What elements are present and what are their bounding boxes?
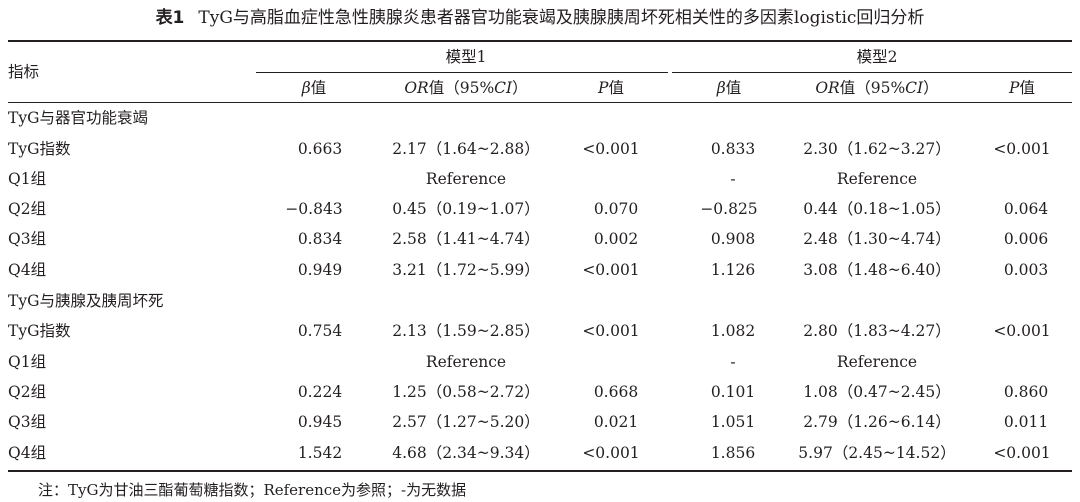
cell-p-m2: <0.001 xyxy=(993,444,1051,462)
cell-beta-m1: 1.542 xyxy=(297,444,343,462)
header-model2: 模型2 xyxy=(856,48,898,66)
cell-beta-m1: 0.754 xyxy=(297,322,343,340)
row-label: Q4组 xyxy=(8,261,47,279)
cell-p-m1: <0.001 xyxy=(582,322,640,340)
cell-or-m1: 2.58（1.41~4.74） xyxy=(392,230,540,248)
cell-or-m1: 0.45（0.19~1.07） xyxy=(392,200,540,218)
header-rule xyxy=(8,102,1072,103)
cell-beta-m2: 1.856 xyxy=(710,444,756,462)
table-title: TyG与高脂血症性急性胰腺炎患者器官功能衰竭及胰腺胰周坏死相关性的多因素logi… xyxy=(198,8,925,28)
model1-span-rule xyxy=(256,72,668,73)
row-label: Q2组 xyxy=(8,383,47,401)
cell-p-m1: 0.668 xyxy=(593,383,639,401)
cell-p-m2: 0.003 xyxy=(1003,261,1049,279)
cell-p-m1: <0.001 xyxy=(582,444,640,462)
cell-or-m1: Reference xyxy=(425,353,507,371)
row-label: Q3组 xyxy=(8,230,47,248)
cell-beta-m2: 1.082 xyxy=(710,322,756,340)
cell-beta-m2: 0.908 xyxy=(710,230,756,248)
section-title: TyG与器官功能衰竭 xyxy=(8,109,148,127)
header-or-m2: OR值（95%CI） xyxy=(815,79,939,97)
cell-or-m2: 3.08（1.48~6.40） xyxy=(803,261,951,279)
cell-p-m2: 0.011 xyxy=(1003,413,1049,431)
cell-beta-m1: 0.945 xyxy=(297,413,343,431)
cell-beta-m2: 0.833 xyxy=(710,140,756,158)
cell-p-m1: 0.002 xyxy=(593,230,639,248)
cell-beta-m2: - xyxy=(730,353,736,371)
header-indicator: 指标 xyxy=(8,63,40,81)
cell-or-m2: 2.80（1.83~4.27） xyxy=(803,322,951,340)
cell-beta-m2: −0.825 xyxy=(700,200,758,218)
cell-p-m1: 0.070 xyxy=(593,200,639,218)
cell-or-m2: 5.97（2.45~14.52） xyxy=(798,444,956,462)
row-label: Q3组 xyxy=(8,413,47,431)
section-title: TyG与胰腺及胰周坏死 xyxy=(8,292,164,310)
row-label: TyG指数 xyxy=(8,140,71,158)
bottom-rule xyxy=(8,470,1072,472)
cell-beta-m1: 0.834 xyxy=(297,230,343,248)
header-model1: 模型1 xyxy=(445,48,487,66)
cell-or-m1: 4.68（2.34~9.34） xyxy=(392,444,540,462)
cell-p-m2: 0.064 xyxy=(1003,200,1049,218)
header-beta-m2: β值 xyxy=(716,79,742,97)
row-label: TyG指数 xyxy=(8,322,71,340)
header-beta-m1: β值 xyxy=(301,79,327,97)
cell-p-m1: <0.001 xyxy=(582,261,640,279)
header-p-m2: P值 xyxy=(1009,79,1035,97)
cell-or-m1: Reference xyxy=(425,170,507,188)
cell-p-m2: 0.006 xyxy=(1003,230,1049,248)
header-or-m1: OR值（95%CI） xyxy=(404,79,528,97)
cell-or-m1: 1.25（0.58~2.72） xyxy=(392,383,540,401)
cell-beta-m2: 1.051 xyxy=(710,413,756,431)
row-label: Q1组 xyxy=(8,353,47,371)
cell-p-m1: 0.021 xyxy=(593,413,639,431)
cell-p-m2: <0.001 xyxy=(993,322,1051,340)
table-caption: 表1 TyG与高脂血症性急性胰腺炎患者器官功能衰竭及胰腺胰周坏死相关性的多因素lo… xyxy=(0,6,1080,30)
cell-p-m1: <0.001 xyxy=(582,140,640,158)
header-p-m1: P值 xyxy=(598,79,624,97)
row-label: Q4组 xyxy=(8,444,47,462)
cell-beta-m2: 0.101 xyxy=(710,383,756,401)
cell-or-m2: 2.48（1.30~4.74） xyxy=(803,230,951,248)
cell-or-m2: Reference xyxy=(836,353,918,371)
cell-or-m2: 2.30（1.62~3.27） xyxy=(803,140,951,158)
cell-or-m2: 1.08（0.47~2.45） xyxy=(803,383,951,401)
cell-or-m1: 2.13（1.59~2.85） xyxy=(392,322,540,340)
cell-beta-m1: 0.224 xyxy=(297,383,343,401)
top-rule xyxy=(8,40,1072,42)
row-label: Q1组 xyxy=(8,170,47,188)
cell-p-m2: 0.860 xyxy=(1003,383,1049,401)
cell-or-m1: 2.17（1.64~2.88） xyxy=(392,140,540,158)
table-number: 表1 xyxy=(155,8,185,28)
cell-or-m1: 2.57（1.27~5.20） xyxy=(392,413,540,431)
cell-or-m2: 2.79（1.26~6.14） xyxy=(803,413,951,431)
cell-beta-m1: −0.843 xyxy=(285,200,343,218)
cell-or-m2: 0.44（0.18~1.05） xyxy=(803,200,951,218)
cell-or-m2: Reference xyxy=(836,170,918,188)
cell-beta-m1: 0.949 xyxy=(297,261,343,279)
cell-or-m1: 3.21（1.72~5.99） xyxy=(392,261,540,279)
cell-p-m2: <0.001 xyxy=(993,140,1051,158)
cell-beta-m2: 1.126 xyxy=(710,261,756,279)
table-footnote: 注：TyG为甘油三酯葡萄糖指数；Reference为参照；-为无数据 xyxy=(38,481,467,499)
cell-beta-m2: - xyxy=(730,170,736,188)
row-label: Q2组 xyxy=(8,200,47,218)
model2-span-rule xyxy=(672,72,1072,73)
cell-beta-m1: 0.663 xyxy=(297,140,343,158)
